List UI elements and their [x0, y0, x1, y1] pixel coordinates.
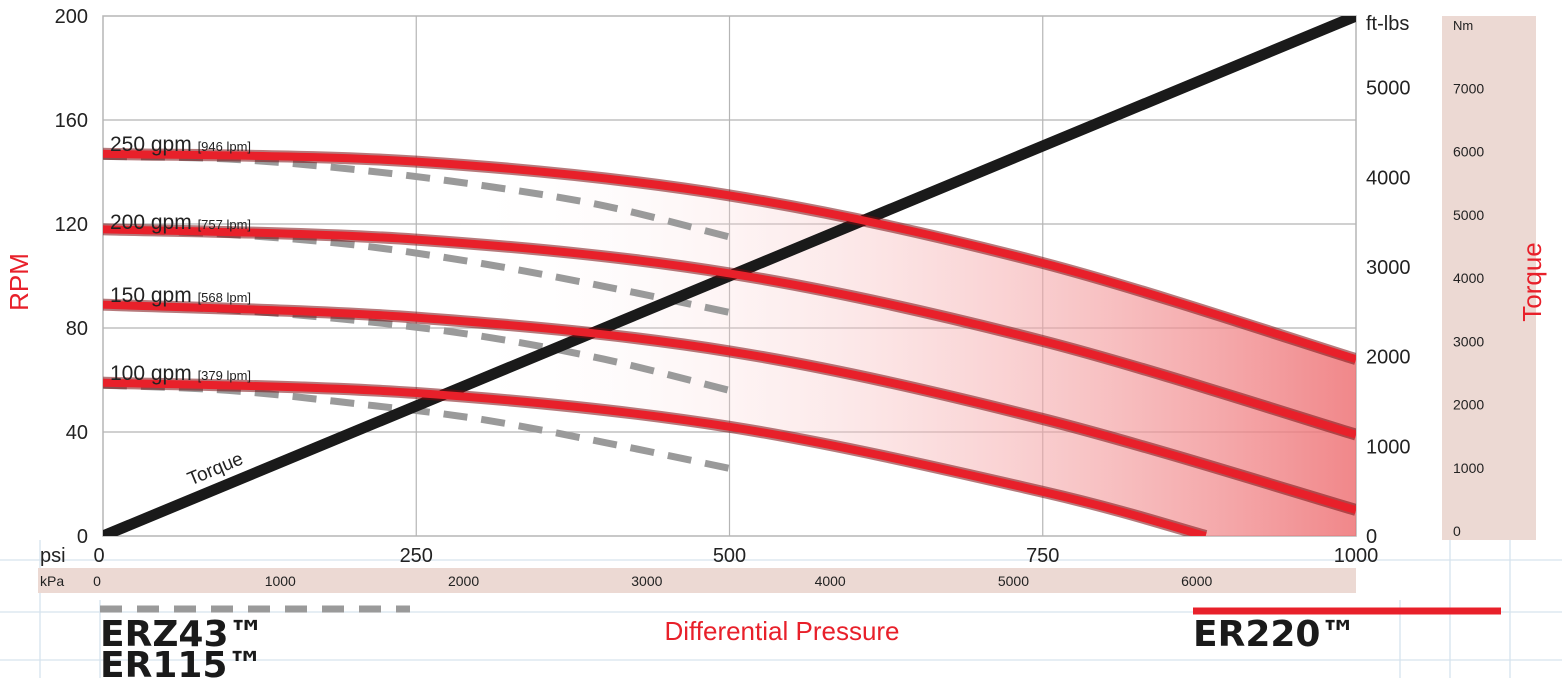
x2-unit-label: kPa — [40, 573, 64, 589]
nm-axis-band — [1442, 16, 1536, 540]
series-label-sub: [568 lpm] — [198, 290, 251, 305]
x-axis-label: Differential Pressure — [664, 616, 899, 646]
dashed-curve — [103, 152, 731, 241]
series-curve — [103, 225, 1356, 439]
series-label: 250 gpm [946 lpm] — [110, 133, 251, 156]
y-tick-label: 80 — [66, 318, 88, 340]
series-label: 100 gpm [379 lpm] — [110, 362, 251, 385]
x-tick-label: 500 — [713, 545, 746, 567]
y3-tick-label: 4000 — [1453, 270, 1484, 286]
series-label: 150 gpm [568 lpm] — [110, 284, 251, 307]
y2-tick-label: 2000 — [1366, 347, 1411, 369]
performance-shaded-area — [103, 153, 1356, 536]
y3-tick-label: 5000 — [1453, 207, 1484, 223]
y-tick-label: 120 — [55, 214, 88, 236]
kpa-tick-label: 0 — [93, 573, 101, 589]
x-unit-label: psi — [40, 545, 66, 567]
series-curve — [103, 149, 1356, 364]
x-tick-label: 750 — [1026, 545, 1059, 567]
dashed-curve — [103, 301, 731, 394]
y2-tick-label: 1000 — [1366, 436, 1411, 458]
series-label-sub: [757 lpm] — [198, 217, 251, 232]
y-tick-label: 40 — [66, 422, 88, 444]
legend-model-er115: ER115™ — [100, 645, 263, 678]
x-axis-ticks: 0 250 500 750 1000 — [93, 545, 1378, 567]
y2-unit-label: ft-lbs — [1366, 13, 1409, 35]
solid-curves — [103, 147, 1356, 536]
legend-solid: ER220™ — [1193, 607, 1501, 655]
kpa-tick-label: 3000 — [631, 573, 662, 589]
kpa-tick-label: 5000 — [998, 573, 1029, 589]
series-curve — [103, 300, 1356, 514]
y3-axis-ticks: 0 1000 2000 3000 4000 5000 6000 7000 — [1453, 80, 1484, 539]
y3-tick-label: 3000 — [1453, 333, 1484, 349]
y3-tick-label: 7000 — [1453, 80, 1484, 96]
kpa-tick-label: 4000 — [815, 573, 846, 589]
kpa-axis-ticks: 0 1000 2000 3000 4000 5000 6000 — [93, 573, 1212, 589]
legend-model-er220: ER220™ — [1193, 614, 1356, 655]
kpa-tick-label: 1000 — [265, 573, 296, 589]
y3-tick-label: 0 — [1453, 523, 1461, 539]
y3-tick-label: 1000 — [1453, 460, 1484, 476]
kpa-axis-band — [38, 568, 1356, 593]
y2-tick-label: 0 — [1366, 526, 1377, 548]
legend-model-erz43: ERZ43™ — [100, 614, 265, 655]
y3-tick-label: 6000 — [1453, 144, 1484, 160]
series-labels: 250 gpm [946 lpm] 200 gpm [757 lpm] 150 gp… — [110, 133, 251, 385]
x-tick-label: 0 — [93, 545, 104, 567]
x-tick-label: 1000 — [1334, 545, 1379, 567]
series-label-sub: [946 lpm] — [198, 139, 251, 154]
dashed-curve — [103, 225, 731, 316]
y3-tick-label: 2000 — [1453, 397, 1484, 413]
y2-axis-label: Torque — [1517, 242, 1547, 322]
y-tick-label: 200 — [55, 6, 88, 28]
y-tick-label: 0 — [77, 526, 88, 548]
series-label: 200 gpm [757 lpm] — [110, 211, 251, 234]
y-axis-ticks: 0 40 80 120 160 200 — [55, 6, 88, 548]
y2-tick-label: 5000 — [1366, 78, 1411, 100]
y-tick-label: 160 — [55, 110, 88, 132]
series-curve — [103, 378, 1207, 536]
y2-tick-label: 3000 — [1366, 257, 1411, 279]
y3-unit-label: Nm — [1453, 18, 1473, 33]
series-label-sub: [379 lpm] — [198, 368, 251, 383]
y-axis-label: RPM — [4, 253, 34, 311]
y2-tick-label: 4000 — [1366, 167, 1411, 189]
y2-axis-ticks: 0 1000 2000 3000 4000 5000 — [1366, 78, 1411, 548]
kpa-tick-label: 2000 — [448, 573, 479, 589]
legend-dashed: ERZ43™ ER115™ — [100, 605, 410, 678]
kpa-tick-label: 6000 — [1181, 573, 1212, 589]
x-tick-label: 250 — [400, 545, 433, 567]
